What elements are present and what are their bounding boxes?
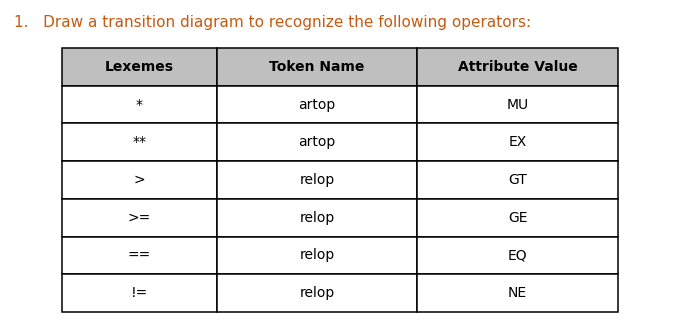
Text: GT: GT: [508, 173, 527, 187]
Bar: [217, 199, 417, 237]
Bar: [62, 161, 217, 199]
Text: !=: !=: [131, 286, 148, 300]
Bar: [62, 274, 217, 312]
Bar: [217, 161, 417, 199]
Text: EQ: EQ: [508, 249, 527, 262]
Bar: [217, 48, 417, 86]
Text: >=: >=: [128, 211, 151, 225]
Text: relop: relop: [299, 249, 335, 262]
Text: relop: relop: [299, 286, 335, 300]
Bar: [417, 161, 618, 199]
Bar: [62, 123, 217, 161]
Text: Attribute Value: Attribute Value: [458, 60, 578, 74]
Text: artop: artop: [298, 98, 336, 111]
Bar: [417, 123, 618, 161]
Text: Lexemes: Lexemes: [105, 60, 174, 74]
Text: Token Name: Token Name: [269, 60, 365, 74]
Bar: [417, 48, 618, 86]
Bar: [62, 48, 217, 86]
Bar: [62, 237, 217, 274]
Bar: [62, 199, 217, 237]
Bar: [217, 274, 417, 312]
Text: GE: GE: [508, 211, 527, 225]
Text: *: *: [136, 98, 143, 111]
Text: relop: relop: [299, 173, 335, 187]
Text: ==: ==: [128, 249, 151, 262]
Bar: [217, 86, 417, 123]
Text: MU: MU: [507, 98, 529, 111]
Text: artop: artop: [298, 135, 336, 149]
Text: 1.   Draw a transition diagram to recognize the following operators:: 1. Draw a transition diagram to recogniz…: [14, 14, 531, 30]
Bar: [417, 199, 618, 237]
Bar: [217, 237, 417, 274]
Bar: [417, 86, 618, 123]
Bar: [62, 86, 217, 123]
Text: >: >: [134, 173, 145, 187]
Bar: [417, 274, 618, 312]
Bar: [417, 237, 618, 274]
Text: EX: EX: [509, 135, 527, 149]
Text: **: **: [132, 135, 146, 149]
Bar: [217, 123, 417, 161]
Text: relop: relop: [299, 211, 335, 225]
Text: NE: NE: [508, 286, 527, 300]
